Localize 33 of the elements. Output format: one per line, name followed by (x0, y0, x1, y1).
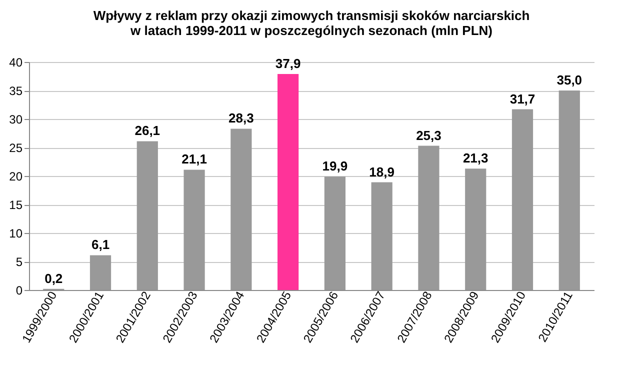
data-label: 25,3 (416, 128, 442, 143)
bar (558, 90, 580, 290)
bar (418, 146, 440, 290)
data-label: 18,9 (369, 164, 394, 180)
y-tick-label: 15 (9, 198, 23, 212)
data-label: 35,0 (556, 72, 582, 88)
data-label: 21,3 (462, 150, 488, 166)
y-tick-label: 10 (9, 226, 23, 240)
data-label: 19,9 (322, 158, 348, 174)
y-tick-label: 0 (16, 284, 23, 298)
bar (512, 109, 534, 290)
y-tick-label: 5 (16, 255, 23, 269)
data-label: 6,1 (91, 237, 110, 252)
data-label: 0,2 (44, 270, 63, 286)
bar (230, 128, 252, 290)
data-label: 21,1 (182, 152, 207, 167)
bar (278, 74, 299, 290)
y-tick-label: 40 (9, 56, 23, 70)
y-tick-label: 30 (9, 112, 23, 126)
bar (184, 170, 205, 290)
bar (136, 141, 158, 290)
y-tick-label: 35 (9, 84, 23, 98)
bar (90, 255, 112, 290)
y-tick-label: 25 (9, 141, 23, 155)
data-label: 31,7 (510, 91, 536, 106)
y-tick-label: 20 (9, 170, 23, 184)
data-label: 37,9 (275, 56, 301, 71)
bar (324, 176, 346, 290)
data-label: 28,3 (228, 110, 254, 126)
data-label: 26,1 (134, 123, 160, 138)
chart-title: Wpływy z reklam przy okazji zimowych transmisji skoków narciarskich w latach 1999-2011 w poszczególnych sezonach (mln PLN) (93, 8, 530, 38)
bar (465, 168, 486, 290)
bar (371, 182, 392, 290)
